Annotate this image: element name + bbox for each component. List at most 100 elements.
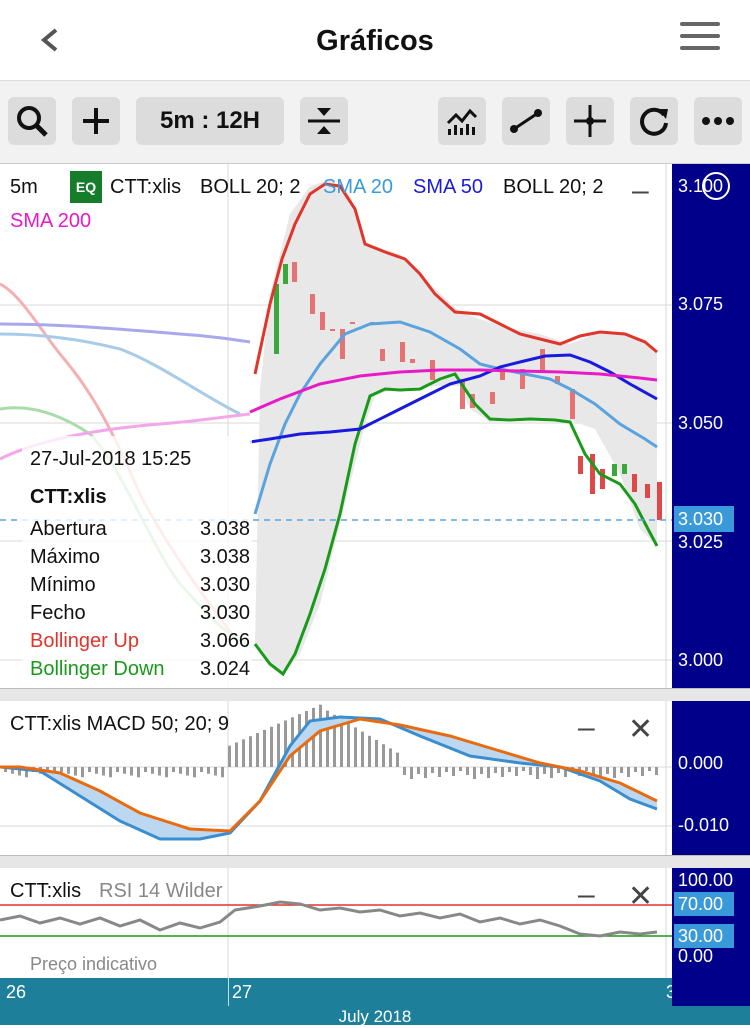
search-button[interactable] bbox=[8, 97, 56, 145]
macd-histogram-bar bbox=[165, 767, 168, 778]
split-panes-button[interactable] bbox=[300, 97, 348, 145]
minimize-button[interactable]: – bbox=[578, 711, 595, 744]
chart-type-button[interactable] bbox=[438, 97, 486, 145]
back-button[interactable] bbox=[30, 18, 70, 62]
legend-sma50[interactable]: SMA 50 bbox=[413, 176, 484, 198]
current-price-badge: 3.030 bbox=[674, 506, 734, 532]
macd-histogram-bar bbox=[473, 767, 476, 779]
interval-selector[interactable]: 5m : 12H bbox=[136, 97, 284, 145]
macd-histogram-bar bbox=[459, 767, 462, 771]
macd-histogram-bar bbox=[389, 748, 392, 767]
macd-histogram-bar bbox=[410, 767, 413, 779]
macd-histogram-bar bbox=[613, 767, 616, 778]
settings-circle-icon[interactable] bbox=[702, 172, 730, 200]
more-icon bbox=[702, 117, 734, 125]
macd-histogram-bar bbox=[536, 767, 539, 779]
macd-histogram-bar bbox=[200, 767, 203, 772]
macd-histogram-bar bbox=[382, 744, 385, 767]
macd-histogram-bar bbox=[340, 719, 343, 767]
add-button[interactable] bbox=[72, 97, 120, 145]
legend-boll-1[interactable]: BOLL 20; 2 bbox=[200, 176, 301, 198]
macd-histogram-bar bbox=[648, 767, 651, 771]
interval-label: 5m bbox=[10, 176, 38, 198]
crosshair-button[interactable] bbox=[566, 97, 614, 145]
trendline-button[interactable] bbox=[502, 97, 550, 145]
close-button[interactable]: ✕ bbox=[628, 713, 654, 746]
macd-histogram-bar bbox=[501, 767, 504, 777]
indicative-price-note: Preço indicativo bbox=[30, 954, 158, 974]
more-button[interactable] bbox=[694, 97, 742, 145]
axis-tick: 30.00 bbox=[674, 924, 734, 948]
menu-button[interactable] bbox=[680, 22, 720, 58]
macd-histogram-bar bbox=[4, 767, 7, 772]
rsi-title[interactable]: RSI 14 Wilder bbox=[99, 880, 223, 902]
close-button[interactable]: ✕ bbox=[628, 880, 654, 913]
macd-canvas bbox=[0, 701, 672, 855]
time-axis[interactable]: 26 27 3 bbox=[0, 978, 676, 1006]
macd-histogram-bar bbox=[137, 767, 140, 778]
minimize-button[interactable]: – bbox=[578, 878, 595, 911]
macd-histogram-bar bbox=[242, 739, 245, 767]
macd-histogram-bar bbox=[81, 767, 84, 778]
tooltip-row: Fecho 3.030 bbox=[30, 602, 250, 630]
axis-tick: 3.050 bbox=[678, 413, 724, 433]
minimize-button[interactable]: – bbox=[632, 174, 649, 207]
macd-histogram-bar bbox=[431, 767, 434, 773]
price-axis[interactable]: 3.100 3.075 3.050 3.025 3.000 3.030 bbox=[672, 164, 750, 688]
macd-histogram-bar bbox=[88, 767, 91, 772]
macd-histogram-bar bbox=[74, 767, 77, 776]
macd-histogram-bar bbox=[319, 704, 322, 767]
macd-histogram-bar bbox=[452, 767, 455, 776]
macd-histogram-bar bbox=[620, 767, 623, 773]
price-chart-panel[interactable]: 5m EQ CTT:xlis BOLL 20; 2 SMA 20 SMA 50 … bbox=[0, 164, 672, 688]
tooltip-symbol: CTT:xlis bbox=[30, 486, 107, 508]
macd-histogram-bar bbox=[221, 767, 224, 778]
rsi-axis[interactable]: 100.00 70.00 30.00 0.00 bbox=[672, 868, 750, 978]
macd-axis[interactable]: 0.000 -0.010 bbox=[672, 701, 750, 855]
app-header: Gráficos bbox=[0, 0, 750, 81]
pane-divider[interactable] bbox=[0, 688, 750, 702]
axis-tick: 3.025 bbox=[678, 532, 724, 552]
tooltip-row: Bollinger Down 3.024 bbox=[30, 658, 250, 686]
macd-histogram-bar bbox=[606, 767, 609, 774]
macd-histogram-bar bbox=[207, 767, 210, 774]
legend-sma200[interactable]: SMA 200 bbox=[10, 210, 92, 232]
axis-corner bbox=[672, 978, 750, 1006]
macd-histogram-bar bbox=[403, 767, 406, 775]
macd-histogram-bar bbox=[599, 767, 602, 779]
macd-histogram-bar bbox=[214, 767, 217, 776]
axis-tick: 3.000 bbox=[678, 650, 724, 670]
price-chart-canvas[interactable] bbox=[0, 164, 672, 688]
rsi-panel[interactable]: CTT:xlis RSI 14 Wilder – ✕ Preço indicat… bbox=[0, 868, 672, 978]
chart-toolbar: 5m : 12H bbox=[0, 81, 750, 164]
tooltip-key: Bollinger Down bbox=[30, 658, 165, 680]
legend-sma20[interactable]: SMA 20 bbox=[323, 176, 394, 198]
candlesticks bbox=[274, 262, 662, 520]
macd-histogram-bar bbox=[515, 767, 518, 776]
tooltip-value: 3.030 bbox=[199, 574, 250, 596]
macd-title[interactable]: CTT:xlis MACD 50; 20; 9 bbox=[10, 713, 229, 735]
hamburger-icon bbox=[680, 22, 720, 26]
macd-histogram-bar bbox=[172, 767, 175, 772]
tooltip-value: 3.030 bbox=[199, 602, 250, 624]
legend-boll-2[interactable]: BOLL 20; 2 bbox=[503, 176, 604, 198]
tooltip-key: Abertura bbox=[30, 518, 107, 540]
macd-panel[interactable]: CTT:xlis MACD 50; 20; 9 – ✕ bbox=[0, 701, 672, 855]
macd-histogram-bar bbox=[67, 767, 70, 774]
symbol-label[interactable]: CTT:xlis bbox=[110, 176, 182, 198]
crosshair-icon bbox=[574, 105, 606, 137]
macd-histogram-bar bbox=[487, 767, 490, 778]
macd-histogram-bar bbox=[151, 767, 154, 774]
tooltip-key: Bollinger Up bbox=[30, 630, 139, 652]
tooltip-value: 3.024 bbox=[199, 658, 250, 680]
pane-divider[interactable] bbox=[0, 855, 750, 869]
refresh-button[interactable] bbox=[630, 97, 678, 145]
macd-histogram-bar bbox=[424, 767, 427, 778]
rsi-symbol[interactable]: CTT:xlis bbox=[10, 880, 82, 902]
macd-histogram-bar bbox=[109, 767, 112, 778]
tooltip-value: 3.045 bbox=[200, 686, 250, 688]
tooltip-row: Máximo 3.038 bbox=[30, 546, 250, 574]
macd-histogram-bar bbox=[564, 767, 567, 777]
macd-histogram-bar bbox=[123, 767, 126, 774]
macd-histogram-bar bbox=[655, 767, 658, 775]
